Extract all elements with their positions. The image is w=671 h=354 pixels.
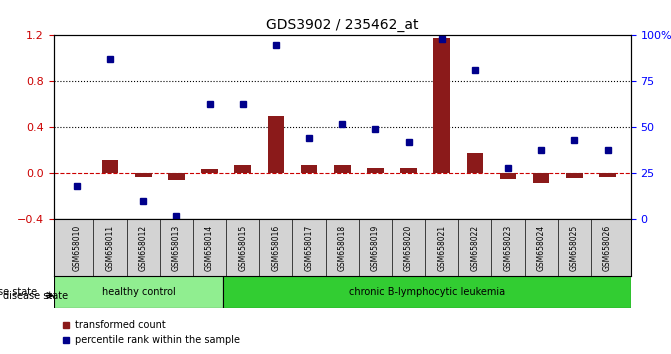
Bar (433, 38, 450, 173)
Text: GSM658026: GSM658026 (603, 225, 612, 271)
Text: GSM658018: GSM658018 (338, 225, 347, 271)
Text: GSM658024: GSM658024 (537, 225, 546, 271)
Text: chronic B-lymphocytic leukemia: chronic B-lymphocytic leukemia (349, 287, 505, 297)
Bar (500, 173, 516, 179)
Bar (135, 173, 152, 177)
Text: GSM658015: GSM658015 (238, 225, 247, 271)
Bar (533, 173, 550, 183)
Text: GSM658012: GSM658012 (139, 225, 148, 271)
Bar (334, 165, 350, 173)
Bar (400, 168, 417, 173)
Bar (367, 168, 384, 173)
Bar (301, 165, 317, 173)
Bar (168, 173, 185, 180)
Text: GSM658022: GSM658022 (470, 225, 479, 271)
Text: healthy control: healthy control (102, 287, 175, 297)
Bar (599, 173, 616, 177)
Text: GSM658013: GSM658013 (172, 225, 181, 271)
Legend: transformed count, percentile rank within the sample: transformed count, percentile rank withi… (58, 316, 244, 349)
Text: GSM658019: GSM658019 (371, 225, 380, 271)
Text: GSM658020: GSM658020 (404, 225, 413, 271)
Title: GDS3902 / 235462_at: GDS3902 / 235462_at (266, 18, 419, 32)
Text: GSM658010: GSM658010 (72, 225, 81, 271)
Bar (566, 173, 582, 178)
Bar (234, 165, 251, 173)
FancyBboxPatch shape (54, 276, 223, 308)
Text: disease state: disease state (3, 291, 68, 301)
Text: GSM658016: GSM658016 (271, 225, 280, 271)
Bar (268, 116, 285, 173)
Text: GSM658017: GSM658017 (305, 225, 313, 271)
Text: GSM658011: GSM658011 (105, 225, 115, 271)
FancyBboxPatch shape (223, 276, 631, 308)
Text: GSM658014: GSM658014 (205, 225, 214, 271)
Text: disease state: disease state (0, 287, 37, 297)
Text: GSM658023: GSM658023 (503, 225, 513, 271)
Text: GSM658025: GSM658025 (570, 225, 579, 271)
Bar (102, 160, 118, 173)
Bar (466, 153, 483, 173)
Bar (201, 169, 218, 173)
Text: GSM658021: GSM658021 (437, 225, 446, 271)
